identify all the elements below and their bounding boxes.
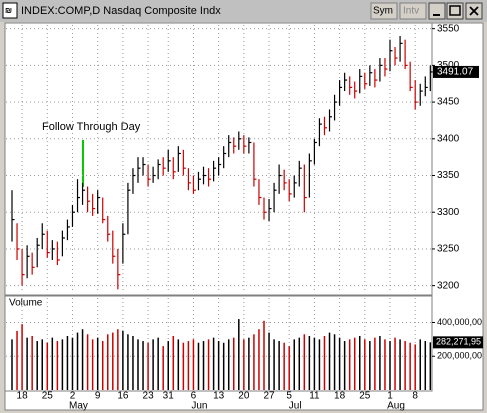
x-tick-label: 6 [191, 391, 197, 402]
x-tick-label: 9 [95, 391, 101, 402]
x-tick-label: 5 [286, 391, 292, 402]
x-tick-label: 11 [309, 391, 320, 402]
v-tick-label: 400,000,00 [437, 317, 482, 327]
chart-title: INDEX:COMP,D Nasdaq Composite Indx [21, 5, 221, 17]
x-tick-label: 25 [359, 391, 371, 402]
intv-button[interactable] [399, 2, 427, 20]
v-tick-label: 200,000,00 [437, 351, 482, 361]
y-tick-label: 3400 [437, 133, 460, 144]
y-tick-label: 3250 [437, 244, 460, 255]
y-tick-label: 3300 [437, 207, 460, 218]
x-tick-label: 23 [143, 391, 155, 402]
month-label: Jun [191, 401, 207, 412]
x-tick-label: 20 [238, 391, 250, 402]
month-label: May [69, 401, 88, 412]
maximize-glyph [449, 5, 461, 16]
last-price-box [433, 65, 479, 78]
annotation: Follow Through Day [42, 121, 141, 133]
x-tick-label: 13 [213, 391, 225, 402]
title-bar [0, 0, 487, 22]
y-tick-label: 3350 [437, 170, 460, 181]
x-tick-label: 8 [412, 391, 418, 402]
icon-glyph: ₪ [5, 6, 12, 15]
x-tick-label: 25 [42, 391, 54, 402]
month-label: Aug [387, 401, 405, 412]
x-tick-label: 18 [17, 391, 29, 402]
y-tick-label: 3450 [437, 97, 460, 108]
intv-button-label[interactable]: Intv [403, 6, 419, 17]
close-glyph [469, 6, 479, 16]
y-tick-label: 3550 [437, 23, 460, 34]
x-tick-label: 16 [117, 391, 129, 402]
app-icon [2, 2, 18, 19]
x-tick-label: 31 [163, 391, 175, 402]
y-tick-label: 3200 [437, 280, 460, 291]
volume-label: Volume [9, 298, 43, 309]
last-volume-box [433, 336, 483, 349]
y-tick-label: 3500 [437, 60, 460, 71]
sym-button-label[interactable]: Sym [373, 6, 393, 17]
last-volume-label: 282,271,95 [436, 337, 481, 347]
minimize-button[interactable] [428, 2, 446, 20]
x-tick-label: 27 [263, 391, 275, 402]
x-tick-label: 2 [70, 391, 76, 402]
sym-button[interactable] [370, 2, 398, 20]
x-tick-label: 18 [334, 391, 346, 402]
x-tick-label: 1 [387, 391, 393, 402]
last-price-label: 3491.07 [437, 67, 474, 78]
month-label: Jul [289, 401, 302, 412]
